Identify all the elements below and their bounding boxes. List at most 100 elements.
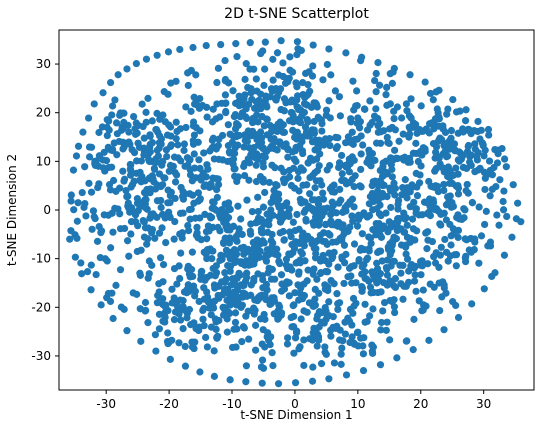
scatter-point: [210, 155, 218, 163]
scatter-point: [92, 270, 100, 279]
scatter-point: [293, 38, 302, 46]
scatter-point: [454, 313, 463, 322]
scatter-point: [314, 200, 323, 208]
scatter-point: [318, 127, 326, 135]
scatter-point: [170, 235, 178, 243]
scatter-point: [93, 237, 102, 245]
scatter-point: [261, 188, 269, 197]
scatter-point: [192, 231, 201, 239]
scatter-point: [424, 260, 432, 268]
scatter-point: [134, 207, 142, 215]
scatter-point: [254, 193, 262, 201]
scatter-point: [124, 121, 132, 129]
scatter-point: [363, 126, 372, 134]
scatter-point: [281, 79, 290, 87]
scatter-point: [272, 180, 280, 189]
scatter-point: [124, 202, 132, 210]
scatter-point: [383, 133, 391, 141]
scatter-point: [269, 361, 277, 370]
scatter-point: [425, 129, 433, 137]
scatter-point: [439, 164, 447, 172]
scatter-point: [413, 129, 421, 137]
scatter-point: [116, 266, 125, 274]
scatter-point: [197, 268, 205, 276]
scatter-point: [406, 203, 414, 211]
scatter-point: [99, 89, 107, 97]
scatter-point: [181, 362, 190, 370]
scatter-point: [374, 128, 382, 136]
scatter-point: [385, 218, 393, 226]
scatter-point: [229, 132, 237, 140]
scatter-point: [144, 235, 152, 243]
scatter-point: [455, 157, 463, 165]
scatter-point: [231, 235, 239, 243]
scatter-point: [406, 130, 414, 138]
scatter-point: [202, 333, 210, 342]
scatter-point: [83, 268, 92, 276]
scatter-point: [227, 281, 235, 289]
scatter-point: [371, 177, 379, 185]
scatter-point: [95, 222, 103, 231]
scatter-point: [237, 215, 245, 223]
scatter-point: [293, 327, 301, 335]
scatter-point: [338, 170, 346, 178]
scatter-point: [366, 312, 374, 320]
scatter-point: [365, 200, 373, 208]
scatter-point: [166, 199, 174, 207]
scatter-point: [446, 220, 454, 229]
scatter-point: [156, 132, 164, 140]
scatter-point: [240, 143, 248, 151]
scatter-point: [66, 235, 74, 243]
scatter-point: [171, 217, 179, 226]
scatter-point: [151, 234, 159, 242]
scatter-point: [305, 299, 314, 307]
scatter-point: [479, 140, 487, 149]
scatter-point: [162, 238, 170, 247]
scatter-point: [301, 123, 310, 131]
scatter-point: [224, 214, 233, 222]
scatter-point: [253, 87, 261, 95]
scatter-point: [293, 83, 301, 91]
scatter-point: [389, 237, 397, 245]
scatter-point: [280, 236, 288, 244]
scatter-point: [397, 280, 405, 288]
scatter-point: [399, 130, 407, 138]
scatter-point: [462, 252, 470, 260]
scatter-point: [286, 98, 294, 106]
scatter-point: [261, 315, 269, 323]
scatter-point: [335, 93, 343, 101]
scatter-point: [176, 316, 185, 324]
scatter-point: [380, 298, 389, 307]
scatter-point: [415, 297, 423, 305]
scatter-point: [149, 175, 157, 183]
scatter-point: [404, 156, 412, 164]
scatter-point: [387, 160, 395, 169]
scatter-point: [308, 171, 317, 180]
scatter-point: [340, 279, 348, 288]
scatter-point: [361, 300, 369, 308]
scatter-point: [249, 238, 257, 247]
scatter-point: [491, 269, 499, 277]
scatter-point: [126, 171, 135, 179]
scatter-point: [332, 133, 340, 142]
scatter-point: [172, 135, 180, 143]
scatter-point: [509, 181, 517, 189]
scatter-point: [355, 256, 363, 264]
scatter-point: [350, 240, 359, 248]
scatter-point: [295, 270, 303, 278]
scatter-point: [142, 196, 150, 204]
scatter-point: [173, 280, 181, 288]
scatter-point: [87, 261, 95, 269]
scatter-point: [399, 261, 407, 270]
scatter-point: [270, 297, 278, 305]
scatter-point: [482, 207, 490, 215]
scatter-point: [405, 123, 413, 131]
scatter-point: [399, 295, 407, 303]
scatter-point: [409, 346, 417, 354]
scatter-point: [501, 155, 509, 163]
scatter-point: [429, 139, 438, 148]
scatter-point: [493, 211, 501, 219]
scatter-point: [85, 143, 94, 151]
scatter-point: [363, 213, 371, 221]
